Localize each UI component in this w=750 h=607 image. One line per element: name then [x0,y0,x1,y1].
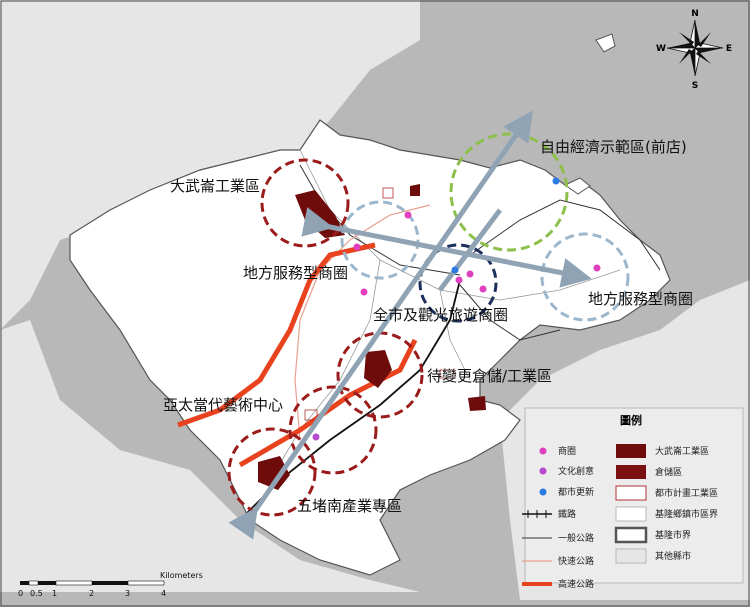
poi-shopping [404,211,412,219]
legend-icon-urban-renewal [539,488,547,496]
legend-label-expressway: 快速公路 [558,555,594,567]
legend-icon-city-boundary [614,526,648,544]
label-industrial: 待變更倉儲/工業區 [427,367,552,385]
legend-label-other-county: 其他縣市 [655,550,691,562]
legend-icon-district-boundary [615,506,647,522]
scale-tick-2: 2 [89,589,94,598]
poi-shopping [353,243,361,251]
label-dawulun: 大武崙工業區 [170,177,260,195]
legend-icon-railway [522,510,552,518]
legend-title: 圖例 [620,413,642,427]
poi-urban-renewal [451,266,459,274]
scale-tick-0: 0 [18,589,23,598]
legend-icon-dawulun [616,444,646,458]
poi-culture [312,433,320,441]
label-service-west: 地方服務型商圈 [243,264,348,282]
poi-shopping [455,276,463,284]
label-art-center: 亞太當代藝術中心 [163,396,283,414]
compass-rose: N S E W [656,9,732,91]
compass-e: E [726,44,732,54]
scale-unit: Kilometers [160,571,203,580]
label-wudu: 五堵南產業專區 [297,497,402,515]
poi-shopping [593,264,601,272]
compass-s: S [692,81,698,91]
label-service-east: 地方服務型商圈 [588,290,693,308]
label-tourism: 全市及觀光旅遊商圈 [373,306,508,324]
legend-icon-shopping [539,447,547,455]
axis-arrow-north [438,208,502,292]
label-ftz: 自由經濟示範區(前店) [540,138,687,156]
other-county-area-south [0,320,420,592]
map-legend: 圖例 商圈 文化創意 都市更新 鐵路 一般公路 快速公路 高速公路 大武崙工業區… [522,407,744,590]
legend-icon-other-county [615,548,647,564]
legend-label-planning-industrial: 都市計畫工業區 [655,487,718,499]
warehouse-zone [468,396,486,411]
legend-icon-culture [539,467,547,475]
legend-label-urban-renewal: 都市更新 [558,486,594,498]
legend-icon-planning-industrial [615,485,647,501]
legend-label-city-boundary: 基隆市界 [655,529,691,541]
warehouse-zone [410,184,420,196]
scale-tick-0-5: 0.5 [30,589,43,598]
legend-label-general-road: 一般公路 [558,532,594,544]
axis-arrow-main [228,110,533,540]
legend-icon-warehouse [616,465,646,479]
scale-tick-3: 3 [125,589,130,598]
legend-label-dawulun: 大武崙工業區 [655,445,709,457]
other-county-area [0,0,420,330]
poi-shopping [466,270,474,278]
axis-arrow-east [301,207,592,288]
legend-label-freeway: 高速公路 [558,578,594,590]
island-north [595,33,616,53]
poi-shopping [479,285,487,293]
poi-shopping [360,288,368,296]
legend-label-warehouse: 倉儲區 [655,466,682,478]
legend-label-culture: 文化創意 [558,465,594,477]
poi-urban-renewal [552,177,560,185]
compass-n: N [691,9,699,19]
scale-tick-4: 4 [161,589,166,598]
scale-bar: Kilometers 0 0.5 1 2 3 4 [18,571,203,598]
island-bay [563,177,591,195]
legend-label-shopping: 商圈 [558,445,576,457]
compass-w: W [656,44,666,54]
scale-tick-1: 1 [52,589,57,598]
legend-label-railway: 鐵路 [558,508,576,520]
legend-label-district-boundary: 基隆鄉鎮市區界 [655,508,718,520]
